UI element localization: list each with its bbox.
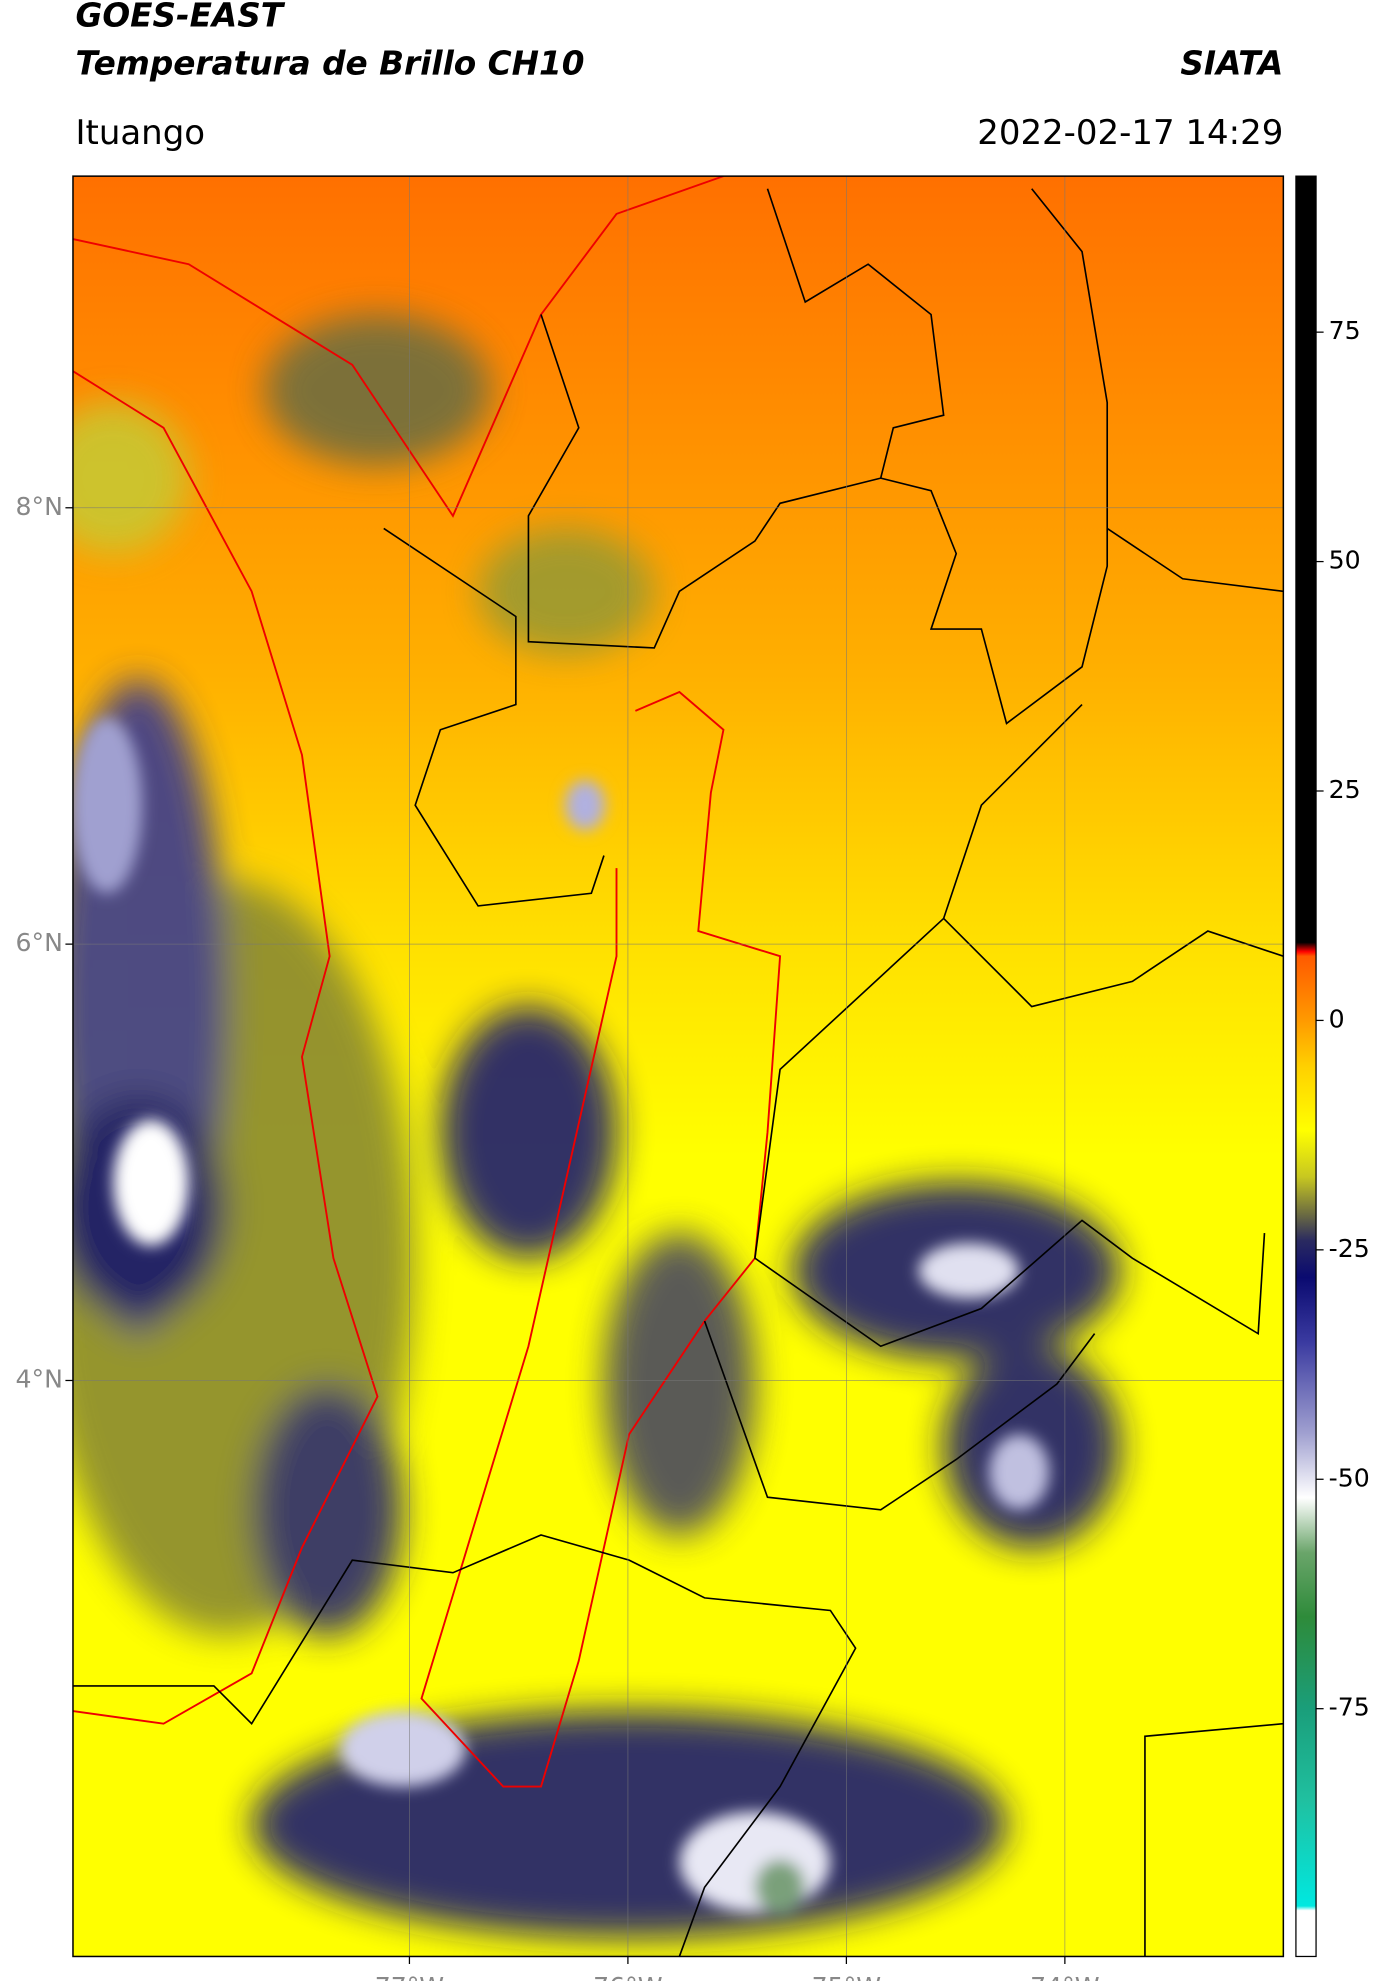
- location: Ituango: [75, 113, 205, 153]
- y-tick-label: 8°N: [16, 492, 63, 521]
- y-tick-label: 4°N: [16, 1364, 63, 1393]
- colorbar: 75 50 25 0 -25 -50 -75: [1295, 175, 1370, 1958]
- x-tick-label: 76°W: [593, 1972, 663, 1981]
- colorbar-scale: [1295, 175, 1317, 1958]
- graticule: 77°W 76°W 75°W 74°W 8°N 6°N 4°N: [16, 176, 1284, 1981]
- colorbar-tick-label: -50: [1329, 1463, 1370, 1492]
- subtitle: Temperatura de Brillo CH10: [75, 44, 584, 82]
- source: SIATA: [1180, 44, 1283, 82]
- colorbar-tick-label: 0: [1329, 1004, 1345, 1033]
- x-tick-label: 77°W: [375, 1972, 445, 1981]
- y-tick-label: 6°N: [16, 928, 63, 957]
- colorbar-tick-label: 75: [1329, 316, 1361, 345]
- colorbar-tick-label: -25: [1329, 1234, 1370, 1263]
- x-tick-label: 75°W: [812, 1972, 882, 1981]
- colorbar-tick-label: -75: [1329, 1693, 1370, 1722]
- colorbar-tick-label: 50: [1329, 546, 1361, 575]
- satellite-image: [72, 176, 1284, 1957]
- x-tick-label: 74°W: [1030, 1972, 1100, 1981]
- colorbar-tick-label: 25: [1329, 775, 1361, 804]
- title: GOES-EAST: [75, 0, 285, 35]
- map-frame: [72, 175, 1285, 1958]
- datetime: 2022-02-17 14:29: [977, 113, 1283, 153]
